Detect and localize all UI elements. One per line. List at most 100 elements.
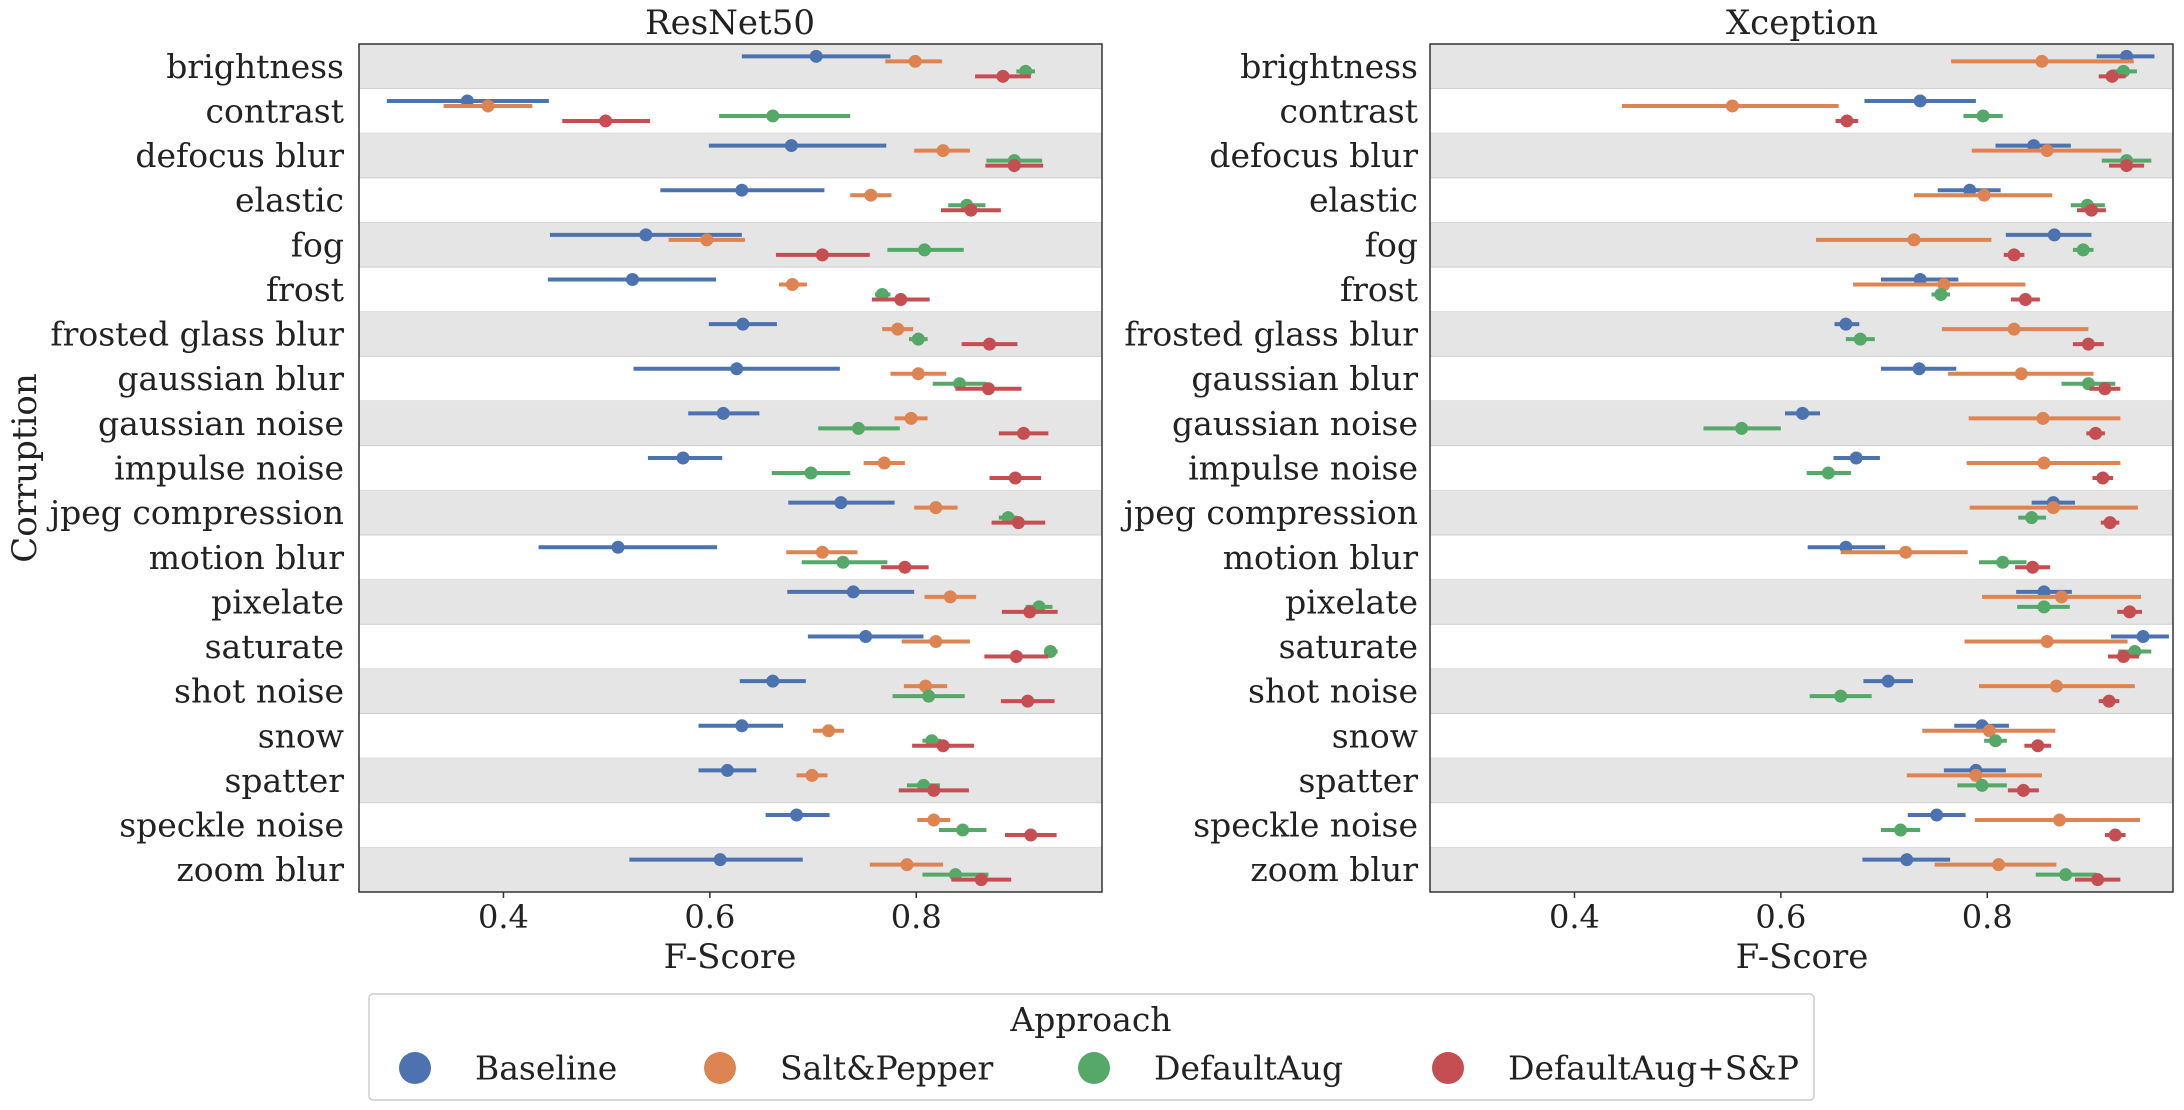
point-salt-pepper bbox=[1725, 99, 1739, 113]
point-defaultaug-s-p bbox=[2108, 828, 2122, 842]
point-salt-pepper bbox=[815, 545, 829, 559]
point-salt-pepper bbox=[2055, 590, 2069, 604]
point-defaultaug-s-p bbox=[983, 337, 997, 351]
point-baseline bbox=[716, 406, 730, 420]
point-salt-pepper bbox=[891, 322, 905, 336]
y-tick-label-elastic: elastic bbox=[1309, 181, 1418, 220]
point-defaultaug-s-p bbox=[2123, 605, 2137, 619]
point-defaultaug-s-p bbox=[2098, 382, 2112, 396]
point-baseline bbox=[1839, 317, 1853, 331]
point-defaultaug-s-p bbox=[2102, 694, 2116, 708]
point-salt-pepper bbox=[805, 768, 819, 782]
point-salt-pepper bbox=[2040, 635, 2054, 649]
y-tick-label-pixelate: pixelate bbox=[1285, 582, 1418, 621]
legend-marker-baseline bbox=[399, 1052, 431, 1084]
point-salt-pepper bbox=[1899, 545, 1913, 559]
point-baseline bbox=[713, 853, 727, 867]
point-defaultaug-s-p bbox=[1007, 159, 1021, 173]
point-defaultaug-s-p bbox=[1008, 471, 1022, 485]
point-defaultaug bbox=[2037, 600, 2051, 614]
row-stripe bbox=[359, 401, 1102, 446]
y-tick-label-frosted-glass-blur: frosted glass blur bbox=[1124, 315, 1418, 354]
point-defaultaug-s-p bbox=[996, 69, 1010, 83]
panel-title: Xception bbox=[1726, 3, 1878, 43]
row-stripe bbox=[1430, 133, 2173, 178]
point-salt-pepper bbox=[1977, 188, 1991, 202]
point-defaultaug-s-p bbox=[2105, 69, 2119, 83]
y-tick-label-elastic: elastic bbox=[235, 181, 344, 220]
x-tick-label: 0.4 bbox=[1549, 898, 1600, 936]
point-salt-pepper bbox=[2049, 679, 2063, 693]
y-tick-label-motion-blur: motion blur bbox=[149, 538, 345, 577]
y-tick-label-snow: snow bbox=[258, 716, 344, 755]
point-baseline bbox=[639, 228, 653, 242]
point-defaultaug bbox=[1975, 778, 1989, 792]
point-defaultaug-s-p bbox=[815, 248, 829, 262]
point-baseline bbox=[1913, 94, 1927, 108]
y-tick-label-impulse-noise: impulse noise bbox=[1188, 449, 1418, 488]
point-salt-pepper bbox=[785, 277, 799, 291]
point-defaultaug-s-p bbox=[927, 783, 941, 797]
point-salt-pepper bbox=[1937, 277, 1951, 291]
point-baseline bbox=[1849, 451, 1863, 465]
y-tick-label-zoom-blur: zoom blur bbox=[1250, 850, 1418, 889]
y-tick-label-motion-blur: motion blur bbox=[1223, 538, 1419, 577]
y-tick-label-defocus-blur: defocus blur bbox=[1209, 136, 1418, 175]
point-defaultaug-s-p bbox=[2081, 337, 2095, 351]
y-tick-label-saturate: saturate bbox=[205, 627, 344, 666]
row-stripe bbox=[1430, 579, 2173, 625]
point-baseline bbox=[736, 317, 750, 331]
point-salt-pepper bbox=[911, 367, 925, 381]
row-stripe bbox=[359, 133, 1102, 178]
point-defaultaug-s-p bbox=[599, 114, 613, 128]
row-stripe bbox=[359, 579, 1102, 625]
point-salt-pepper bbox=[929, 501, 943, 515]
legend-label-salt-pepper: Salt&Pepper bbox=[780, 1049, 994, 1088]
point-salt-pepper bbox=[1982, 724, 1996, 738]
point-baseline bbox=[676, 451, 690, 465]
point-salt-pepper bbox=[943, 590, 957, 604]
y-tick-label-impulse-noise: impulse noise bbox=[114, 449, 344, 488]
point-defaultaug bbox=[2059, 868, 2073, 882]
panel-xception: Xception brightness contrast defocus blur e… bbox=[1120, 3, 2174, 977]
row-stripe bbox=[1430, 44, 2173, 89]
y-tick-label-defocus-blur: defocus blur bbox=[135, 136, 344, 175]
legend-label-defaultaug-s-p: DefaultAug+S&P bbox=[1508, 1049, 1799, 1088]
row-stripe bbox=[359, 311, 1102, 357]
legend-marker-defaultaug bbox=[1078, 1052, 1110, 1084]
y-tick-label-gaussian-blur: gaussian blur bbox=[1191, 359, 1418, 398]
y-tick-label-contrast: contrast bbox=[1279, 91, 1418, 130]
x-axis-label: F-Score bbox=[1736, 937, 1869, 977]
panel-resnet50: ResNet50 brightness contrast defocus blur e… bbox=[5, 3, 1103, 977]
panel-title: ResNet50 bbox=[645, 3, 815, 43]
point-baseline bbox=[859, 630, 873, 644]
point-defaultaug-s-p bbox=[2084, 203, 2098, 217]
point-salt-pepper bbox=[700, 233, 714, 247]
point-defaultaug bbox=[922, 689, 936, 703]
point-baseline bbox=[766, 674, 780, 688]
x-tick-label: 0.6 bbox=[684, 898, 735, 936]
point-defaultaug bbox=[766, 109, 780, 123]
point-defaultaug bbox=[1821, 466, 1835, 480]
legend-label-defaultaug: DefaultAug bbox=[1154, 1049, 1343, 1088]
point-defaultaug-s-p bbox=[2026, 560, 2040, 574]
y-tick-label-speckle-noise: speckle noise bbox=[1193, 806, 1418, 845]
y-tick-label-gaussian-noise: gaussian noise bbox=[98, 404, 344, 443]
plot-frame bbox=[358, 43, 1103, 893]
legend: Approach Baseline Salt&Pepper DefaultAug De… bbox=[368, 993, 1815, 1101]
point-salt-pepper bbox=[927, 813, 941, 827]
point-salt-pepper bbox=[1907, 233, 1921, 247]
point-baseline bbox=[846, 585, 860, 599]
row-stripe bbox=[359, 222, 1102, 268]
point-salt-pepper bbox=[900, 858, 914, 872]
point-salt-pepper bbox=[2052, 813, 2066, 827]
point-baseline bbox=[1912, 362, 1926, 376]
row-stripe bbox=[359, 490, 1102, 535]
x-tick-label: 0.8 bbox=[1962, 898, 2013, 936]
point-defaultaug-s-p bbox=[2016, 783, 2030, 797]
point-defaultaug-s-p bbox=[2007, 248, 2021, 262]
point-salt-pepper bbox=[2040, 144, 2054, 158]
point-salt-pepper bbox=[2046, 501, 2060, 515]
point-salt-pepper bbox=[2036, 411, 2050, 425]
